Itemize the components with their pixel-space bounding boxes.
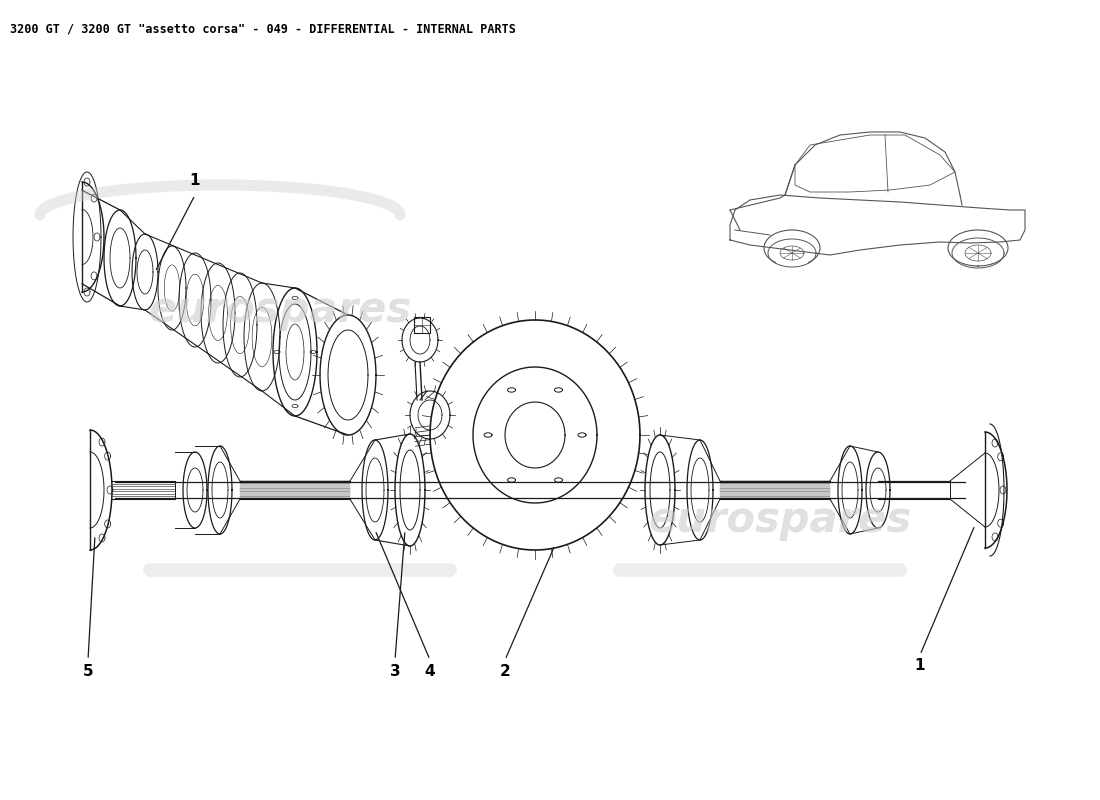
Text: eurospares: eurospares: [648, 499, 912, 541]
Text: eurospares: eurospares: [148, 289, 411, 331]
Text: 4: 4: [425, 664, 436, 679]
Text: 1: 1: [189, 173, 200, 188]
Text: 1: 1: [915, 658, 925, 673]
Text: 5: 5: [82, 664, 94, 679]
Bar: [414, 317, 430, 333]
Text: 3200 GT / 3200 GT "assetto corsa" - 049 - DIFFERENTIAL - INTERNAL PARTS: 3200 GT / 3200 GT "assetto corsa" - 049 …: [10, 22, 516, 35]
Text: 3: 3: [389, 664, 400, 679]
Text: 2: 2: [499, 664, 510, 679]
